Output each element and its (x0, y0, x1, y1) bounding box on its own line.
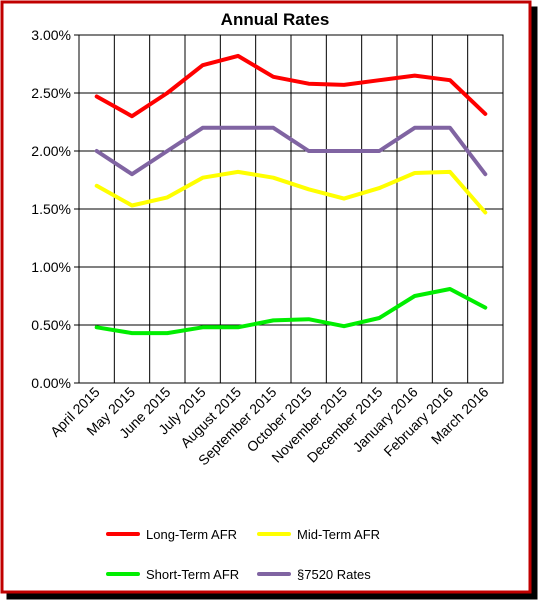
legend-label: §7520 Rates (297, 567, 371, 582)
series-line (94, 287, 488, 336)
series-line (94, 53, 488, 119)
y-tick-label: 2.50% (31, 85, 71, 101)
y-tick-label: 0.00% (31, 375, 71, 391)
legend-label: Long-Term AFR (146, 527, 237, 542)
y-tick-label: 0.50% (31, 317, 71, 333)
series-line (94, 169, 488, 215)
y-tick-label: 1.50% (31, 201, 71, 217)
plot-area: 0.00%0.50%1.00%1.50%2.00%2.50%3.00%April… (31, 27, 504, 468)
legend-label: Short-Term AFR (146, 567, 239, 582)
plot-frame (78, 34, 504, 384)
legend-label: Mid-Term AFR (297, 527, 380, 542)
legend: Long-Term AFR Mid-Term AFR Short-Term AFR §… (106, 527, 380, 582)
y-tick-label: 3.00% (31, 27, 71, 43)
chart-title: Annual Rates (221, 10, 330, 29)
y-tick-label: 2.00% (31, 143, 71, 159)
y-tick-label: 1.00% (31, 259, 71, 275)
series-line (94, 125, 488, 177)
